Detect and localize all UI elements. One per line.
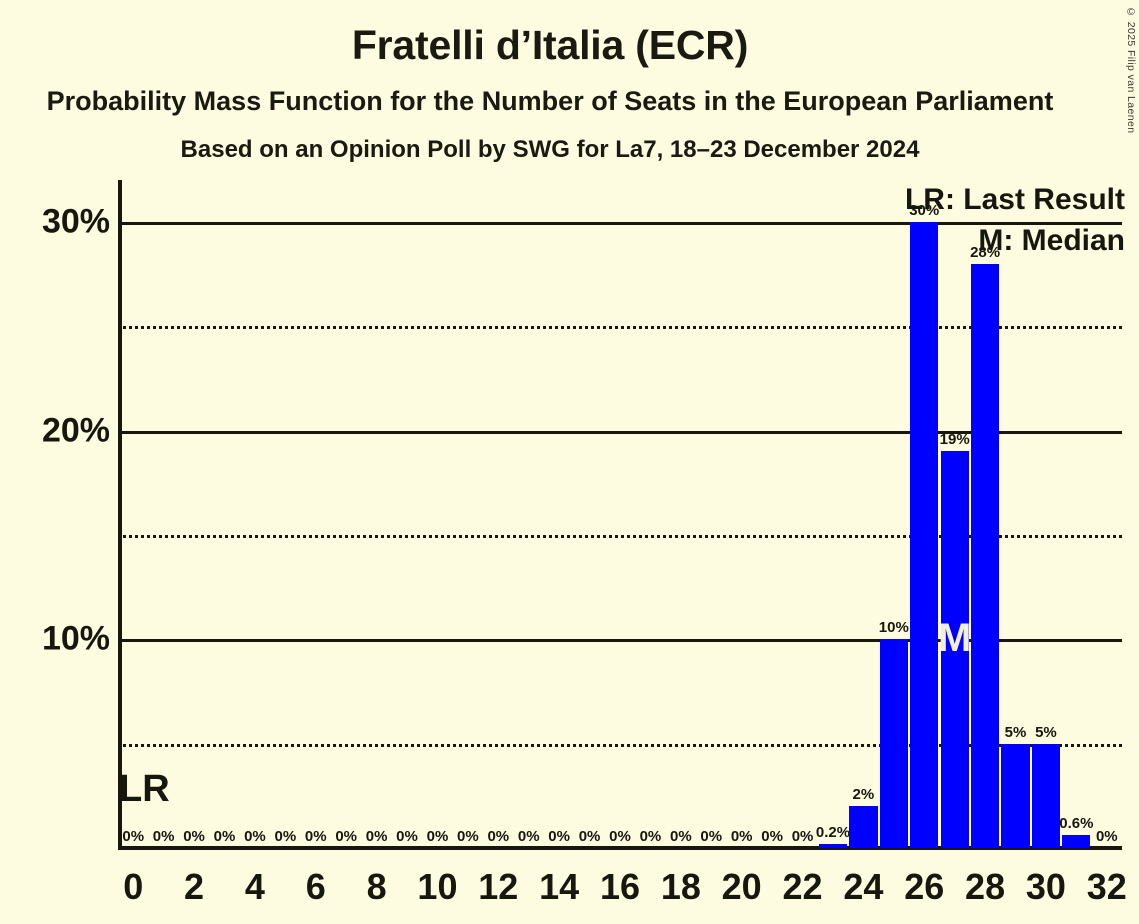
x-axis-tick-label: 2 <box>184 866 205 907</box>
y-axis-line <box>118 180 122 850</box>
bar-value-label: 0% <box>548 828 570 845</box>
median-marker: M <box>937 616 972 660</box>
legend-median: M: Median <box>978 224 1125 257</box>
chart-source-note: Based on an Opinion Poll by SWG for La7,… <box>180 136 920 163</box>
bar-value-label: 19% <box>939 431 970 449</box>
x-axis-tick-label: 16 <box>599 866 641 907</box>
gridline-major <box>118 221 1122 225</box>
x-axis-line <box>118 846 1122 850</box>
bar-value-label: 30% <box>909 201 940 219</box>
bar-value-label: 0% <box>700 828 723 845</box>
x-axis-tick-label: 10 <box>417 866 458 907</box>
y-axis-tick-label: 30% <box>41 202 110 241</box>
bar-value-label: 0% <box>396 828 418 845</box>
bar <box>1062 835 1091 848</box>
gridline-minor <box>118 534 1122 538</box>
bar-value-label: 0% <box>457 828 479 845</box>
x-axis-tick-label: 26 <box>904 866 945 907</box>
x-axis-tick-label: 6 <box>305 866 326 907</box>
bar <box>940 451 969 848</box>
x-axis-tick-label: 20 <box>721 866 762 907</box>
plot-area: 0% 0% 0% 0% 0% 0% 0% 0% 0% 0% 0% 0% 0% 0% 0% 0% 0% 0% 0% 0%… <box>118 180 1122 848</box>
gridline-major <box>118 639 1122 643</box>
bar-value-label: 28% <box>970 243 1001 261</box>
x-axis-tick-label: 8 <box>366 866 387 907</box>
x-axis-tick-label: 30 <box>1025 866 1066 907</box>
bar-value-label: 0% <box>122 828 145 845</box>
bar <box>910 221 939 848</box>
x-axis-tick-label: 18 <box>660 866 701 907</box>
bar-value-label: 0% <box>578 828 601 845</box>
bar-value-label: 0% <box>274 828 297 845</box>
bar-value-label: 0% <box>426 828 449 845</box>
bar-value-label: 0% <box>639 828 662 845</box>
legend-last-result: LR: Last Result <box>904 183 1125 216</box>
x-axis-tick-label: 4 <box>244 866 265 907</box>
bar-value-label: 0.2% <box>815 823 851 841</box>
x-axis-tick-label: 0 <box>123 866 144 907</box>
bar-value-label: 0% <box>365 828 388 845</box>
bar <box>849 806 878 848</box>
bar <box>818 843 848 848</box>
bar-value-label: 0% <box>1095 828 1118 845</box>
gridline-minor <box>118 326 1122 330</box>
bar-value-label: 0% <box>304 828 327 845</box>
copyright-notice: © 2025 Filip van Laenen <box>1125 6 1137 134</box>
bar-value-label: 5% <box>1035 723 1057 741</box>
bar <box>1001 743 1030 848</box>
x-axis-tick-label: 28 <box>965 866 1006 907</box>
bar-value-label: 0% <box>670 828 692 845</box>
x-axis-tick-label: 32 <box>1086 866 1127 907</box>
bar-value-label: 0% <box>609 828 631 845</box>
bar-value-label: 0% <box>213 828 236 845</box>
x-axis-tick-label: 24 <box>843 866 884 907</box>
bar <box>1031 743 1061 848</box>
bar-value-label: 5% <box>1004 723 1027 741</box>
x-axis-tick-label: 22 <box>782 866 823 907</box>
x-axis-tick-label: 12 <box>478 866 519 907</box>
bar-value-label: 0% <box>335 828 358 845</box>
bar <box>879 639 908 848</box>
bar-value-label: 0% <box>487 828 510 845</box>
bar-value-label: 0% <box>244 828 266 845</box>
y-axis-tick-label: 20% <box>41 411 110 449</box>
gridline-major <box>118 430 1122 434</box>
bar-value-label: 0% <box>730 828 753 845</box>
bar-value-label: 10% <box>878 619 909 637</box>
page-title: Fratelli d’Italia (ECR) <box>351 22 749 68</box>
bar-value-label: 0% <box>791 828 814 845</box>
chart-subtitle: Probability Mass Function for the Number… <box>46 86 1054 116</box>
bar-value-label: 0% <box>761 828 783 845</box>
bar-value-label: 0% <box>152 828 175 845</box>
bar-value-label: 0% <box>517 828 540 845</box>
x-axis-tick-label: 14 <box>539 866 580 907</box>
last-result-marker: LR <box>119 768 170 810</box>
y-axis-tick-label: 10% <box>41 619 110 658</box>
bar-value-label: 2% <box>852 786 875 804</box>
bar <box>970 263 1000 848</box>
bar-value-label: 0% <box>183 828 205 845</box>
bar-value-label: 0.6% <box>1059 815 1094 833</box>
gridline-minor <box>118 743 1122 747</box>
